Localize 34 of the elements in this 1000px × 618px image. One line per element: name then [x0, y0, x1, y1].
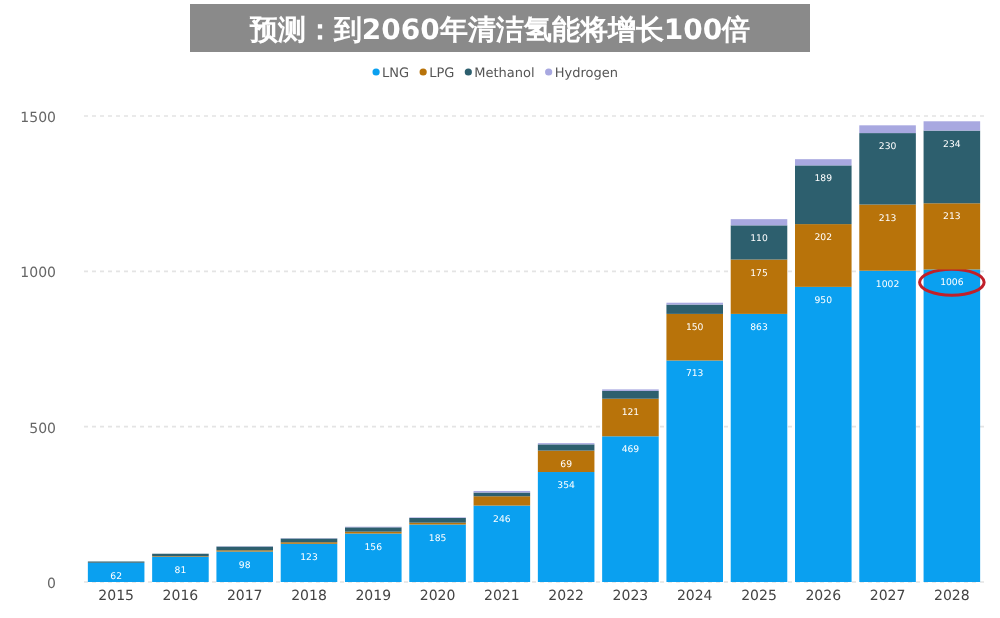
- bar: [923, 203, 981, 270]
- bar: [473, 505, 531, 582]
- bar: [602, 398, 659, 437]
- bar: [152, 556, 209, 582]
- bar: [666, 360, 723, 582]
- bar: [730, 225, 788, 260]
- bar: [87, 562, 145, 582]
- bar: [602, 390, 659, 399]
- bar: [795, 224, 852, 287]
- bar: [537, 444, 595, 451]
- bar: [859, 125, 916, 134]
- bar: [730, 259, 788, 314]
- bar: [345, 533, 402, 582]
- bar: [795, 165, 852, 225]
- bar: [859, 204, 916, 271]
- bar: [473, 496, 531, 506]
- bar: [216, 551, 273, 582]
- bar: [537, 472, 595, 582]
- bar: [923, 121, 981, 131]
- bar: [923, 130, 981, 204]
- bar: [280, 543, 338, 582]
- bar: [859, 270, 916, 582]
- bar: [923, 269, 981, 582]
- bar: [730, 313, 788, 582]
- bar: [859, 133, 916, 205]
- bar: [409, 524, 466, 582]
- bar: [537, 450, 595, 473]
- bar: [795, 159, 852, 166]
- bar: [666, 304, 723, 314]
- bar: [666, 313, 723, 361]
- bar: [795, 286, 852, 582]
- chart-title: 预测：到2060年清洁氢能将增长100倍: [247, 13, 751, 47]
- bar: [602, 436, 659, 582]
- bar: [730, 219, 788, 226]
